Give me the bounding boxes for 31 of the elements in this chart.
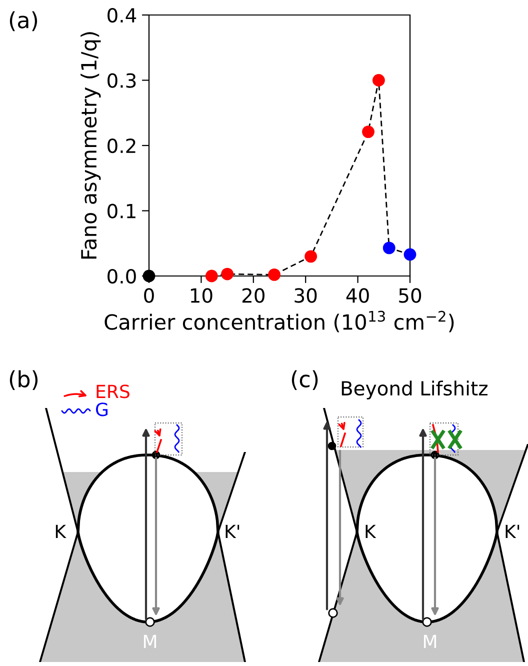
text: G	[96, 402, 108, 416]
y-tick-label: 0.2	[108, 138, 136, 154]
x-tick-label: 10	[190, 288, 212, 303]
y-tick-label: 0.4	[108, 8, 136, 23]
text: (b)	[10, 370, 38, 390]
point	[382, 242, 396, 254]
x-tick-label: 0	[144, 288, 154, 303]
y-tick-label: 0.0	[108, 268, 136, 284]
y-axis-title: Fano asymmetry (1/q)	[80, 32, 101, 259]
text: ERS	[96, 384, 130, 398]
text: K	[56, 524, 66, 538]
x-tick-label: 40	[346, 288, 369, 303]
point	[268, 268, 280, 281]
y-tick-label: 0.1	[108, 204, 136, 218]
text: Beyond Lifshitz	[342, 380, 488, 400]
point	[372, 74, 385, 86]
x-tick-label: 30	[294, 288, 317, 303]
y-tick-label: 0.3	[108, 73, 136, 88]
x-tick-label: 20	[242, 288, 264, 303]
text: K	[366, 524, 376, 538]
point	[304, 250, 318, 263]
chart-title: (a)	[10, 11, 38, 32]
text: K'	[226, 524, 240, 538]
x-tick-label: 50	[399, 288, 422, 303]
point	[205, 270, 218, 282]
text: K'	[506, 524, 520, 538]
point	[362, 126, 374, 138]
point	[221, 268, 234, 280]
text: (c)	[292, 370, 318, 390]
x-axis-title: Carrier concentration (10$^{13}$ cm$^{−2}$)	[104, 310, 454, 332]
point	[404, 248, 416, 261]
